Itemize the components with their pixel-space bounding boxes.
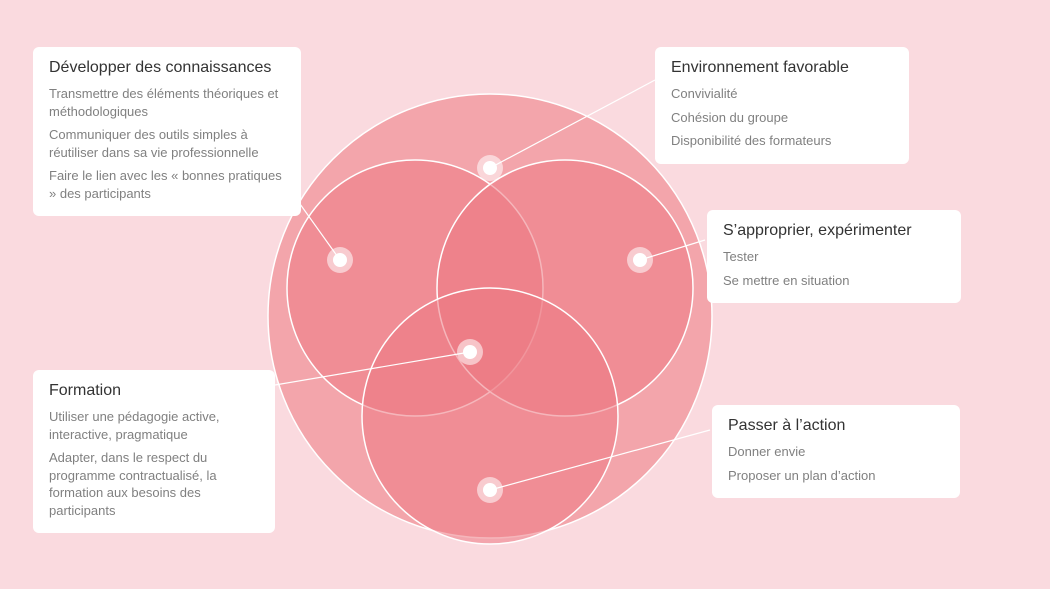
diagram-stage: Développer des connaissances Transmettre… — [0, 0, 1050, 589]
card-item: Convivialité — [671, 85, 893, 103]
card-item: Transmettre des éléments théoriques et m… — [49, 85, 285, 120]
card-title: S’approprier, expérimenter — [723, 222, 945, 240]
card-approprier-experimenter: S’approprier, expérimenter Tester Se met… — [707, 210, 961, 303]
card-title: Développer des connaissances — [49, 59, 285, 77]
card-item: Disponibilité des formateurs — [671, 132, 893, 150]
card-item: Adapter, dans le respect du programme co… — [49, 449, 259, 519]
card-developper-connaissances: Développer des connaissances Transmettre… — [33, 47, 301, 216]
card-item: Donner envie — [728, 443, 944, 461]
card-item: Utiliser une pédagogie active, interacti… — [49, 408, 259, 443]
card-environnement-favorable: Environnement favorable Convivialité Coh… — [655, 47, 909, 164]
card-title: Passer à l’action — [728, 417, 944, 435]
card-title: Formation — [49, 382, 259, 400]
card-item: Faire le lien avec les « bonnes pratique… — [49, 167, 285, 202]
card-item: Communiquer des outils simples à réutili… — [49, 126, 285, 161]
card-item: Cohésion du groupe — [671, 109, 893, 127]
card-title: Environnement favorable — [671, 59, 893, 77]
card-item: Se mettre en situation — [723, 272, 945, 290]
card-item: Tester — [723, 248, 945, 266]
card-formation: Formation Utiliser une pédagogie active,… — [33, 370, 275, 533]
card-passer-action: Passer à l’action Donner envie Proposer … — [712, 405, 960, 498]
card-item: Proposer un plan d’action — [728, 467, 944, 485]
